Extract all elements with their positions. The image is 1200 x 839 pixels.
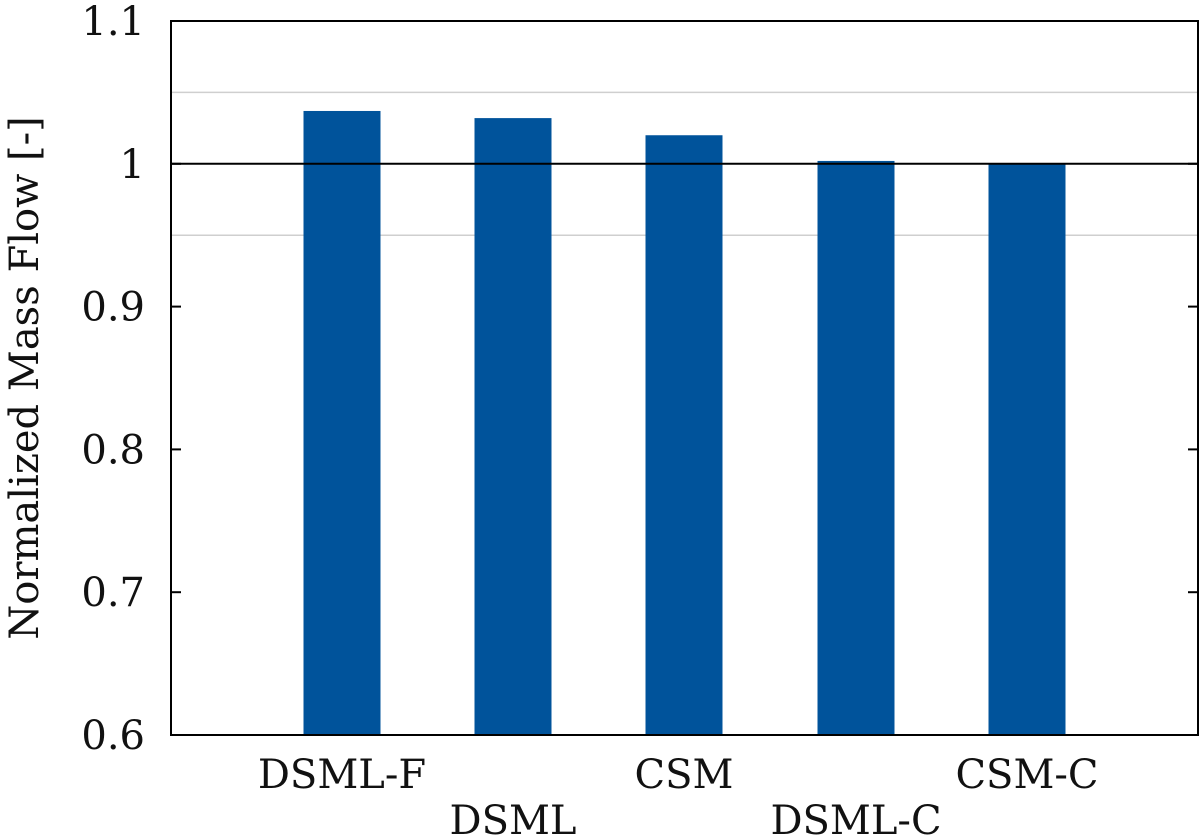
- x-category-label: DSML-C: [770, 798, 941, 839]
- bar-csm-c: [988, 163, 1066, 736]
- y-axis-ticks: 0.6 0.7 0.8 0.9 1 1.1: [81, 0, 1198, 759]
- bar-dsml-c: [817, 160, 895, 736]
- plot-frame: [170, 20, 1199, 736]
- x-category-label: CSM-C: [955, 752, 1098, 798]
- y-tick-label: 1: [120, 142, 145, 188]
- x-category-label: DSML: [450, 798, 577, 839]
- bars-layer: [303, 110, 1066, 736]
- y-tick-label: 0.9: [81, 285, 145, 331]
- y-tick-label: 0.7: [81, 570, 145, 616]
- x-category-label: DSML-F: [258, 752, 426, 798]
- y-tick-label: 1.1: [81, 0, 145, 45]
- x-category-label: CSM: [635, 752, 734, 798]
- bar-csm: [645, 135, 723, 736]
- bar-dsml: [474, 118, 552, 735]
- y-tick-label: 0.6: [81, 713, 145, 759]
- y-tick-label: 0.8: [81, 427, 145, 473]
- bar-dsml-f: [303, 110, 381, 736]
- y-axis-label: Normalized Mass Flow [-]: [2, 116, 48, 640]
- x-axis-labels: DSML-F DSML CSM DSML-C CSM-C: [258, 752, 1099, 839]
